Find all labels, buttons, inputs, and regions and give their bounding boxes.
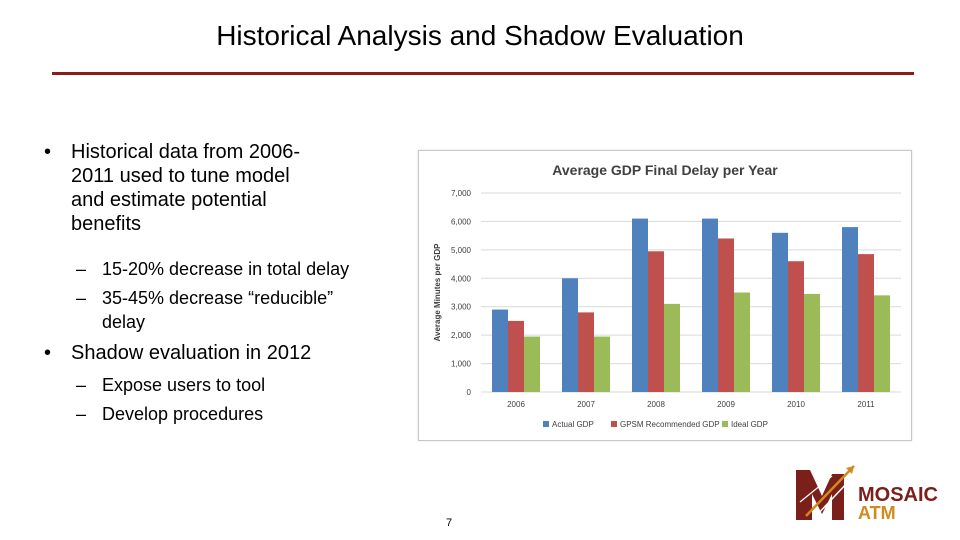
title-divider xyxy=(52,72,914,75)
bar-ideal-gdp-2011 xyxy=(874,295,890,392)
y-tick-label: 2,000 xyxy=(451,331,472,340)
y-axis-label: Average Minutes per GDP xyxy=(433,243,442,342)
sub-bullet-expose-users: – Expose users to tool xyxy=(76,373,376,397)
dash-marker: – xyxy=(76,288,87,308)
legend-swatch xyxy=(543,421,549,427)
x-tick-label: 2006 xyxy=(507,400,525,409)
sub-bullet-reducible-delay: – 35-45% decrease “reducible” delay xyxy=(76,286,376,334)
page-number: 7 xyxy=(446,517,453,529)
bar-gpsm-recommended-gdp-2007 xyxy=(578,312,594,392)
dash-marker: – xyxy=(76,375,87,395)
legend-label: Actual GDP xyxy=(552,420,594,429)
legend-swatch xyxy=(722,421,728,427)
sub-bullet-text: delay xyxy=(102,312,146,332)
y-tick-label: 1,000 xyxy=(451,360,472,369)
x-tick-label: 2011 xyxy=(857,400,875,409)
dash-marker: – xyxy=(76,404,87,424)
sub-bullet-text: 35-45% decrease “reducible” xyxy=(102,288,334,308)
bar-actual-gdp-2008 xyxy=(632,218,648,392)
bar-ideal-gdp-2008 xyxy=(664,303,680,392)
y-tick-label: 3,000 xyxy=(451,303,472,312)
sub-bullet-develop-procedures: – Develop procedures xyxy=(76,402,376,426)
bar-ideal-gdp-2009 xyxy=(734,292,750,392)
bullet-historical-data: • Historical data from 2006- 2011 used t… xyxy=(44,140,384,236)
bar-actual-gdp-2006 xyxy=(492,309,508,392)
bar-gpsm-recommended-gdp-2009 xyxy=(718,238,734,392)
bar-ideal-gdp-2006 xyxy=(524,336,540,392)
chart-container: Average GDP Final Delay per Year 0 1,000 2,… xyxy=(418,150,912,441)
legend-label: GPSM Recommended GDP xyxy=(620,420,720,429)
x-tick-label: 2008 xyxy=(647,400,665,409)
sub-bullet-text: 15-20% decrease in total delay xyxy=(102,259,350,279)
bullet-text-line: Historical data from 2006- xyxy=(71,141,300,163)
mosaic-atm-logo xyxy=(792,462,938,524)
bullet-text-line: 2011 used to tune model xyxy=(71,165,290,187)
bullet-marker: • xyxy=(44,342,52,364)
bar-gpsm-recommended-gdp-2011 xyxy=(858,254,874,392)
x-tick-label: 2009 xyxy=(717,400,735,409)
logo-text-atm: ATM xyxy=(858,503,896,523)
bullet-text-line: benefits xyxy=(71,213,142,235)
legend-swatch xyxy=(611,421,617,427)
bar-gpsm-recommended-gdp-2008 xyxy=(648,251,664,392)
bar-gpsm-recommended-gdp-2010 xyxy=(788,261,804,392)
bar-actual-gdp-2010 xyxy=(772,232,788,392)
bullet-marker: • xyxy=(44,141,52,163)
bar-chart: Average GDP Final Delay per Year 0 1,000 2,… xyxy=(433,162,901,429)
bullet-text-line: and estimate potential xyxy=(71,189,267,211)
y-tick-label: 0 xyxy=(467,388,472,397)
bar-actual-gdp-2007 xyxy=(562,278,578,392)
logo-text-mosaic: MOSAIC xyxy=(858,484,938,506)
y-tick-label: 5,000 xyxy=(451,246,472,255)
logo-m-icon xyxy=(796,465,855,520)
bar-actual-gdp-2009 xyxy=(702,218,718,392)
y-tick-label: 6,000 xyxy=(451,217,472,226)
x-tick-label: 2010 xyxy=(787,400,805,409)
sub-bullet-text: Expose users to tool xyxy=(102,375,266,395)
dash-marker: – xyxy=(76,259,87,279)
bullet-shadow-evaluation: • Shadow evaluation in 2012 xyxy=(44,341,384,365)
bar-actual-gdp-2011 xyxy=(842,227,858,392)
y-tick-label: 7,000 xyxy=(451,189,472,198)
legend-label: Ideal GDP xyxy=(731,420,768,429)
bar-ideal-gdp-2010 xyxy=(804,293,820,392)
chart-title: Average GDP Final Delay per Year xyxy=(552,162,778,178)
bar-gpsm-recommended-gdp-2006 xyxy=(508,320,524,392)
bullet-text-line: Shadow evaluation in 2012 xyxy=(71,342,312,364)
bar-ideal-gdp-2007 xyxy=(594,336,610,392)
y-tick-label: 4,000 xyxy=(451,274,472,283)
sub-bullet-total-delay: – 15-20% decrease in total delay xyxy=(76,257,376,281)
sub-bullet-text: Develop procedures xyxy=(102,404,264,424)
slide-title: Historical Analysis and Shadow Evaluatio… xyxy=(216,20,744,51)
x-tick-label: 2007 xyxy=(577,400,595,409)
